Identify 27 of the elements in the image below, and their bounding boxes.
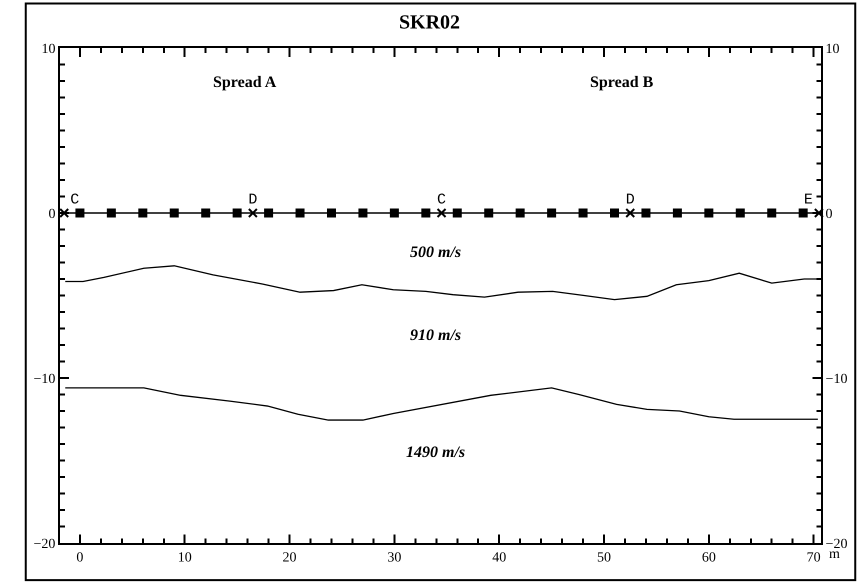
x-tick-label: 10 [178,550,192,566]
y-tick-label: 0 [48,206,56,222]
y-tick-label: −10 [34,372,56,387]
y-tick-label: −20 [34,536,56,552]
data-label: C [70,191,80,208]
y2-tick-label: −10 [826,372,848,387]
annotation: 910 m/s [410,327,462,344]
x-tick-label: 0 [76,550,84,566]
x-tick-label: 30 [387,550,402,566]
data-label: D [248,191,258,208]
y2-tick-label: 0 [826,206,833,222]
data-label: C [437,191,446,208]
annotation: 1490 m/s [406,444,466,461]
y-tick-label: 10 [41,42,56,57]
data-label: D [626,191,635,208]
x-tick-label: 70 [806,550,821,566]
x-tick-label: 20 [282,550,297,566]
x-tick-label: 50 [597,550,612,566]
x-tick-label: 40 [492,550,506,566]
chart-title: SKR02 [398,12,460,34]
data-label: E [804,191,813,208]
annotation: Spread B [590,74,654,91]
annotation: Spread A [213,74,277,91]
x-tick-label: 60 [702,550,716,566]
y2-tick-label: 10 [826,42,840,57]
line-series [64,387,819,421]
annotation: 500 m/s [410,244,462,261]
